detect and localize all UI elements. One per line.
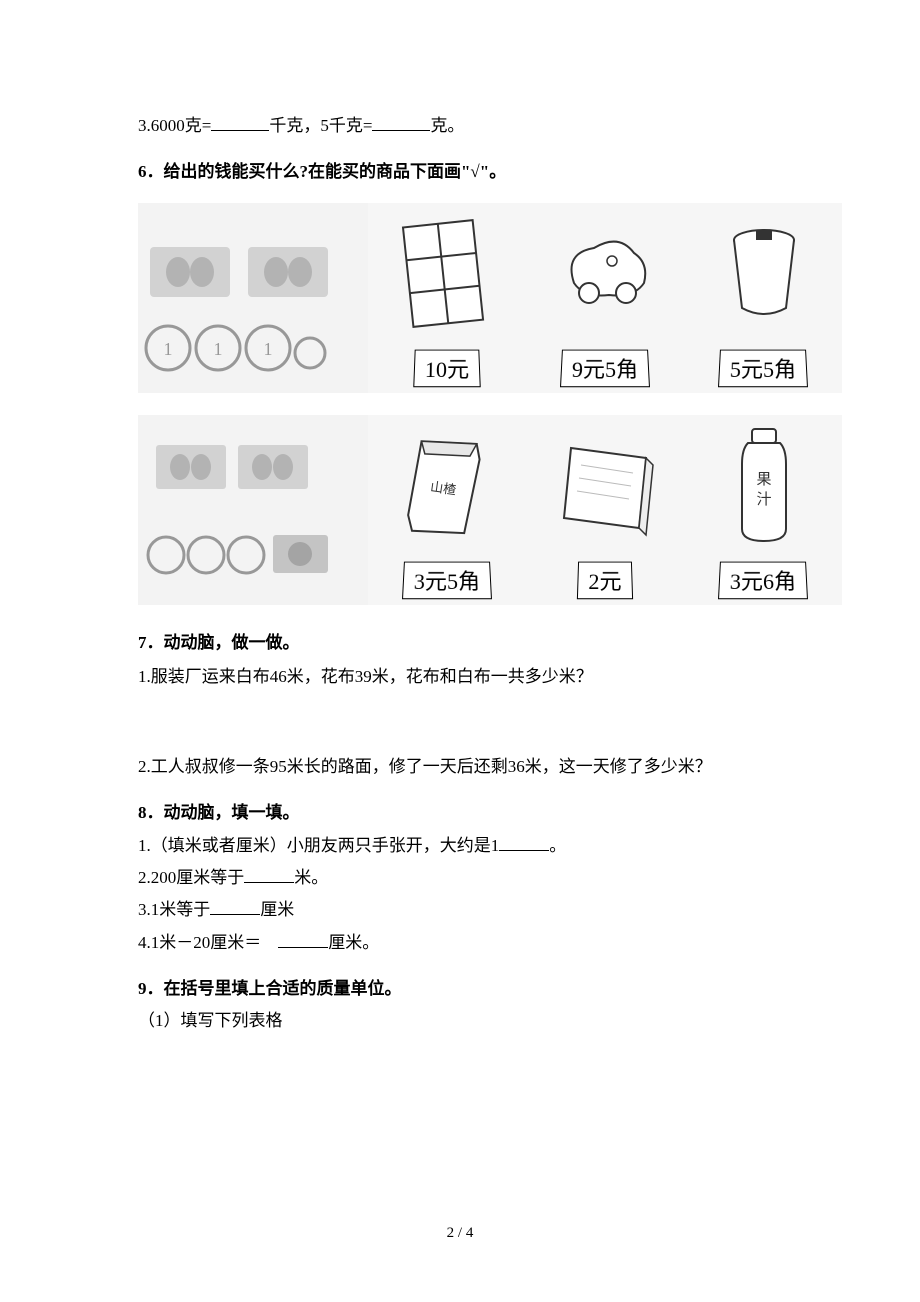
price-tag: 9元5角 xyxy=(560,349,650,387)
text: 4.1米－20厘米＝ xyxy=(138,933,278,952)
text: 厘米 xyxy=(260,900,294,919)
product-cup: 5元5角 xyxy=(684,203,842,393)
q5-sub3: 3.6000克= 千克，5千克= 克。 xyxy=(138,110,790,142)
money-group-2 xyxy=(138,415,368,605)
text: 3.1米等于 xyxy=(138,900,210,919)
product-chocolate: 10元 xyxy=(368,203,526,393)
price-tag: 10元 xyxy=(413,349,481,387)
money-group-1: 1 1 1 xyxy=(138,203,368,393)
q9-s1: （1）填写下列表格 xyxy=(138,1005,790,1037)
blank xyxy=(372,113,430,131)
page: 3.6000克= 千克，5千克= 克。 6．给出的钱能买什么?在能买的商品下面画"√… xyxy=(0,0,920,1302)
q5-sub3-mid: 千克，5千克= xyxy=(269,116,372,135)
q8-s3: 3.1米等于 厘米 xyxy=(138,894,790,926)
price-tag: 5元5角 xyxy=(718,349,808,387)
q6-row2: 山楂 3元5角 2元 xyxy=(138,415,790,605)
blank xyxy=(211,113,269,131)
svg-text:1: 1 xyxy=(264,339,273,359)
product-notebook: 2元 xyxy=(526,415,684,605)
q8-s1: 1.（填米或者厘米）小朋友两只手张开，大约是1 。 xyxy=(138,830,790,862)
blank xyxy=(244,865,294,883)
product-snack-bag: 山楂 3元5角 xyxy=(368,415,526,605)
text: 厘米。 xyxy=(328,933,379,952)
price-tag: 2元 xyxy=(577,561,633,599)
svg-text:1: 1 xyxy=(164,339,173,359)
blank xyxy=(499,833,549,851)
q5-sub3-suffix: 克。 xyxy=(430,116,464,135)
svg-text:1: 1 xyxy=(214,339,223,359)
q7-s1: 1.服装厂运来白布46米，花布39米，花布和白布一共多少米？ xyxy=(138,661,790,693)
q7-title: 7．动动脑，做一做。 xyxy=(138,627,790,659)
text: 。 xyxy=(549,836,566,855)
blank xyxy=(278,930,328,948)
q5-sub3-prefix: 3.6000克= xyxy=(138,116,211,135)
page-number: 2 / 4 xyxy=(0,1225,920,1242)
svg-text:果: 果 xyxy=(756,472,771,488)
price-tag: 3元6角 xyxy=(718,561,808,599)
q8-title: 8．动动脑，填一填。 xyxy=(138,797,790,829)
q6-title: 6．给出的钱能买什么?在能买的商品下面画"√"。 xyxy=(138,156,790,188)
q7-s2: 2.工人叔叔修一条95米长的路面，修了一天后还剩36米，这一天修了多少米？ xyxy=(138,751,790,783)
q8-s2: 2.200厘米等于 米。 xyxy=(138,862,790,894)
text: 米。 xyxy=(294,868,328,887)
q9-title: 9．在括号里填上合适的质量单位。 xyxy=(138,973,790,1005)
product-juice-bottle: 果 汁 3元6角 xyxy=(684,415,842,605)
q6-figure: 1 1 1 xyxy=(138,203,790,605)
text: 2.200厘米等于 xyxy=(138,868,244,887)
text: 1.（填米或者厘米）小朋友两只手张开，大约是1 xyxy=(138,836,499,855)
product-toy-car: 9元5角 xyxy=(526,203,684,393)
blank xyxy=(210,897,260,915)
q6-row1: 1 1 1 xyxy=(138,203,790,393)
q8-s4: 4.1米－20厘米＝ 厘米。 xyxy=(138,927,790,959)
svg-text:汁: 汁 xyxy=(756,491,771,508)
price-tag: 3元5角 xyxy=(402,561,492,599)
